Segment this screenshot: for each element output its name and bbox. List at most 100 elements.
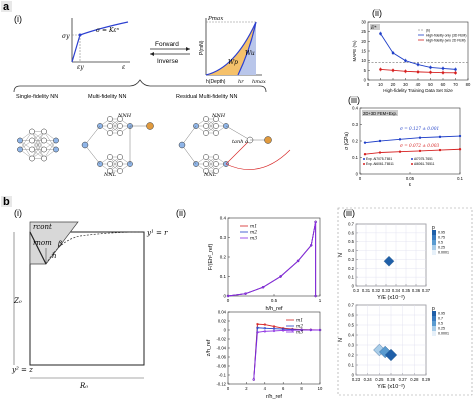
y-axis-label: F/(Eh²_ref) [208, 244, 214, 271]
geom-beta: β [57, 240, 62, 248]
a-ii-legend-label: High-fidelity only (3D FEM) [426, 34, 467, 38]
single-nn-node [29, 137, 35, 144]
y-tick-label: 25 [361, 29, 366, 34]
x-tick-label: 0.26 [387, 377, 396, 382]
b-ii-top-point [309, 244, 313, 247]
colorbar-swatch [432, 316, 436, 321]
y-tick-label: 20 [361, 39, 366, 44]
x-tick-label: 10 [378, 82, 383, 87]
inverse-arrow-head [150, 52, 154, 56]
y-tick-label: 0.2 [220, 255, 227, 260]
a-iii-box-label: 2D+3D FEM+Exp. [363, 111, 397, 116]
a-iii-legend-swatch [411, 158, 413, 160]
res-residual-edge [225, 139, 251, 165]
y-tick-label: -0.06 [216, 355, 226, 360]
b-ii-bottom-point [263, 330, 267, 333]
a-iii-legend-swatch [363, 163, 365, 165]
y-tick-label: -0.04 [216, 346, 226, 351]
b-ii-bottom-point [263, 326, 267, 330]
y-tick-label: -0.12 [216, 382, 226, 387]
x-tick-label: 0.5 [271, 298, 278, 303]
y-tick-label: 0.3 [348, 343, 354, 348]
multi-nnl-node [117, 161, 123, 167]
x-tick-label: 6 [282, 386, 285, 391]
b-ii-bottom-point [272, 329, 276, 333]
panel-a-label: a [3, 1, 10, 13]
x-axis-label: Y/E (x10⁻²) [377, 384, 405, 390]
y-tick-label: -0.02 [216, 337, 226, 342]
residual-nnl-label: NNL [203, 172, 217, 178]
b-ii-bottom-point [318, 328, 322, 332]
single-nn-node [41, 155, 47, 162]
geom-ytop: y¹ = r [146, 229, 168, 237]
nn-bracket [13, 79, 267, 93]
res-nnl-node [213, 161, 219, 167]
single-nn-node [17, 146, 23, 153]
single-nn-node [41, 128, 47, 135]
colorbar-title: p [432, 306, 435, 312]
x-tick-label: 0.23 [352, 377, 361, 382]
y-tick-label: 0 [224, 328, 227, 333]
a-iii-box-label-bg [362, 110, 398, 116]
panel-b-ii-label: (ii) [176, 208, 186, 218]
multi-input-node [81, 141, 89, 149]
x-tick-label: 0.34 [392, 288, 401, 293]
y-tick-label: 10 [361, 58, 366, 63]
b-ii-bottom-point [281, 329, 285, 332]
residual-nnh-label: NNH [211, 113, 226, 119]
b-ii-top-legend-label: m1 [250, 224, 257, 230]
y-axis-label: N [338, 253, 344, 257]
colorbar-label: 0.5 [438, 322, 443, 326]
plot-frame [355, 223, 427, 287]
x-tick-label: 0.1 [457, 176, 463, 181]
x-axis-label: r/h_ref [266, 394, 282, 400]
residual-multi-fidelity-network [178, 116, 291, 174]
single-nn-edge [19, 131, 33, 150]
y-tick-label: -0.08 [216, 364, 226, 369]
panel-a-label-bg [1, 1, 12, 12]
multi-nnl-node [117, 154, 123, 160]
multi-nnl-label: NNL [103, 172, 117, 178]
b-ii-bottom-point [263, 323, 267, 326]
plot-frame [227, 217, 321, 297]
multi-fidelity-network [81, 116, 154, 174]
geom-rcont: rcont [33, 223, 52, 231]
colorbar-swatch [432, 245, 436, 250]
y-tick-label: 0.5 [348, 323, 354, 328]
colorbar-label: 0.0001 [438, 251, 449, 255]
a-iii-point [398, 138, 402, 141]
panel-b-i-label: (i) [14, 208, 22, 218]
a-iii-point [378, 139, 382, 143]
y-tick-label: 0.6 [348, 230, 354, 235]
x-tick-label: 0.35 [402, 288, 411, 293]
heatmap-cell [384, 348, 398, 362]
a-iii-point [398, 150, 402, 153]
res-input-node [178, 141, 186, 149]
y-tick-label: 0.4 [352, 106, 358, 111]
plot-frame [227, 311, 321, 385]
a-iii-legend-label: Al6061-T6511 [414, 162, 435, 166]
x-tick-label: 0.25 [375, 377, 384, 382]
res-nnl-node [213, 154, 219, 160]
x-tick-label: 30 [403, 82, 408, 87]
y-tick-label: -0.1 [219, 373, 227, 378]
ss-equation: σ = Kεⁿ [96, 27, 120, 34]
chart-mape-vs-dataset-size: 0 10 20 30 40 50 60 70 80051015202530High-fideli… [352, 20, 471, 94]
colorbar-label: 0.25 [438, 327, 445, 331]
x-tick-label: 0.05 [406, 176, 415, 181]
y-axis-label: N [338, 338, 344, 342]
y-tick-label: 0.1 [348, 363, 354, 368]
a-ii-box-label-bg [370, 24, 380, 30]
lc-ylabel: P(mN) [199, 40, 205, 55]
y-axis-label: σ (GPa) [344, 132, 350, 150]
chart-force-vs-depth: 0 0.5 1 0 0.1 0.2 0.3 0.4 h/h_ref F/(Eh²_ref) m1m2… [208, 216, 322, 313]
single-fidelity-title: Single-fidelity NN [16, 94, 58, 100]
lc-area-wu [238, 22, 256, 75]
b-ii-bottom-point [291, 328, 294, 332]
panel-b-iii-label: (iii) [343, 208, 355, 218]
y-tick-label: 0.5 [348, 239, 354, 244]
y-tick-label: 0.7 [348, 222, 354, 227]
y-axis-label: z/h_ref [206, 339, 212, 356]
y-tick-label: 0.2 [348, 353, 354, 358]
b-ii-bottom-legend-label: m2 [296, 324, 303, 330]
